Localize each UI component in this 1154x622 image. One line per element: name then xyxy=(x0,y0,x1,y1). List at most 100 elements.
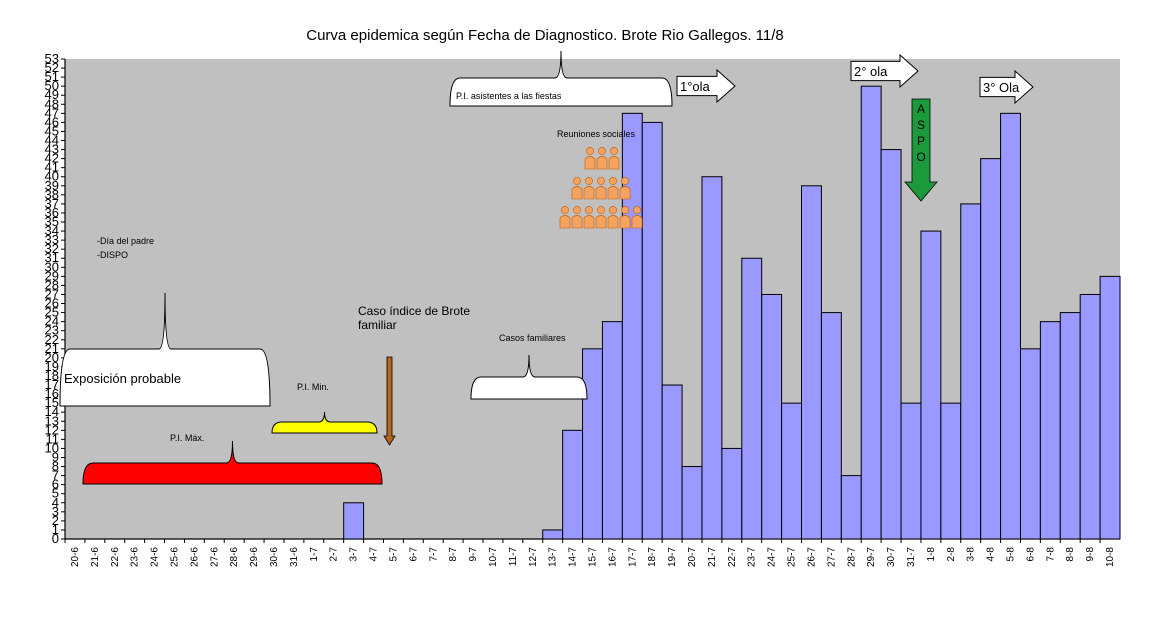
x-tick-label: 7-8 xyxy=(1045,547,1056,562)
y-tick-label: 32 xyxy=(45,241,59,256)
person-head xyxy=(609,177,617,185)
y-tick-label: 28 xyxy=(45,277,59,292)
x-tick-label: 2-8 xyxy=(946,547,957,562)
person-head xyxy=(598,147,606,155)
y-tick-label: 53 xyxy=(45,51,59,66)
x-tick-label: 19-7 xyxy=(667,547,678,567)
y-tick-label: 33 xyxy=(45,232,59,247)
bar xyxy=(801,185,822,540)
person-head xyxy=(597,206,605,214)
y-tick-label: 19 xyxy=(45,359,59,374)
person-head xyxy=(573,206,581,214)
pi-max-label: P.I. Máx. xyxy=(170,433,204,443)
bar xyxy=(781,402,803,540)
wave-2-arrow xyxy=(850,53,919,89)
person-body xyxy=(559,215,571,229)
person-icon xyxy=(619,177,631,200)
pi-min-bracket xyxy=(271,411,378,434)
bar xyxy=(920,230,942,540)
person-body xyxy=(619,215,631,229)
person-body xyxy=(583,186,595,200)
person-body xyxy=(583,215,595,229)
person-icon xyxy=(595,177,607,200)
y-tick-label: 4 xyxy=(52,495,59,510)
person-body xyxy=(631,215,643,229)
wave-3-arrow xyxy=(979,69,1034,105)
x-tick-label: 3-7 xyxy=(349,547,360,562)
x-tick-label: 4-7 xyxy=(369,547,380,562)
social-gatherings-label: Reuniones sociales xyxy=(557,129,636,139)
x-tick-label: 20-6 xyxy=(70,547,81,567)
y-tick-label: 37 xyxy=(45,196,59,211)
x-tick-label: 10-8 xyxy=(1105,547,1116,567)
index-case-label-1: Caso índice de Brote xyxy=(358,304,470,318)
person-body xyxy=(619,186,631,200)
bar xyxy=(1000,112,1021,540)
aspo-letter: P xyxy=(917,134,925,148)
bar xyxy=(542,529,564,540)
x-tick-label: 27-6 xyxy=(209,547,220,567)
x-tick-label: 14-7 xyxy=(568,547,579,567)
person-body xyxy=(608,156,620,170)
bar xyxy=(1019,348,1041,540)
y-tick-label: 6 xyxy=(52,477,59,492)
y-tick-label: 13 xyxy=(45,413,59,428)
person-icon xyxy=(571,177,583,200)
person-head xyxy=(585,206,593,214)
x-tick-label: 23-6 xyxy=(130,547,141,567)
x-tick-label: 17-7 xyxy=(627,547,638,567)
aspo-letter: S xyxy=(917,118,925,132)
person-icon xyxy=(607,206,619,229)
y-tick-label: 46 xyxy=(45,114,59,129)
y-tick-label: 51 xyxy=(45,69,59,84)
y-tick-label: 47 xyxy=(45,105,59,120)
bar xyxy=(582,348,603,540)
x-tick-label: 21-7 xyxy=(707,547,718,567)
aspo-letter: A xyxy=(917,102,925,116)
x-tick-label: 16-7 xyxy=(607,547,618,567)
aspo-letter: O xyxy=(916,150,925,164)
bar xyxy=(900,402,922,540)
y-tick-label: 15 xyxy=(45,395,59,410)
y-tick-label: 27 xyxy=(45,286,59,301)
person-icon xyxy=(595,206,607,229)
y-tick-label: 40 xyxy=(45,169,59,184)
x-tick-label: 20-7 xyxy=(687,547,698,567)
y-tick-label: 36 xyxy=(45,205,59,220)
wave-2-label: 2° ola xyxy=(854,64,888,79)
bar xyxy=(761,293,783,540)
person-head xyxy=(573,177,581,185)
x-tick-label: 12-7 xyxy=(528,547,539,567)
x-tick-label: 11-7 xyxy=(508,547,519,567)
x-tick-label: 30-7 xyxy=(886,547,897,567)
x-tick-label: 28-6 xyxy=(229,547,240,567)
y-tick-label: 42 xyxy=(45,151,59,166)
index-case-arrow xyxy=(383,356,396,446)
person-head xyxy=(633,206,641,214)
x-tick-label: 1-8 xyxy=(926,547,937,562)
y-tick-label: 49 xyxy=(45,87,59,102)
person-icon xyxy=(631,206,643,229)
person-body xyxy=(571,215,583,229)
x-tick-label: 31-6 xyxy=(289,547,300,567)
exposure-label: Exposición probable xyxy=(64,371,181,386)
x-tick-label: 4-8 xyxy=(986,547,997,562)
x-tick-label: 8-7 xyxy=(448,547,459,562)
family-cases-label: Casos familiares xyxy=(499,333,566,343)
wave-1-label: 1°ola xyxy=(680,79,711,94)
x-tick-label: 3-8 xyxy=(966,547,977,562)
dispo-label: -DISPO xyxy=(97,250,128,260)
wave-3-label: 3° Ola xyxy=(983,80,1020,95)
y-tick-label: 14 xyxy=(45,404,59,419)
person-head xyxy=(561,206,569,214)
person-head xyxy=(585,177,593,185)
y-tick-label: 38 xyxy=(45,187,59,202)
x-tick-label: 24-7 xyxy=(767,547,778,567)
y-tick-label: 29 xyxy=(45,268,59,283)
y-tick-label: 50 xyxy=(45,78,59,93)
person-icon xyxy=(607,177,619,200)
x-tick-label: 13-7 xyxy=(548,547,559,567)
bar xyxy=(1099,275,1121,540)
y-tick-label: 39 xyxy=(45,178,59,193)
x-tick-label: 25-7 xyxy=(787,547,798,567)
